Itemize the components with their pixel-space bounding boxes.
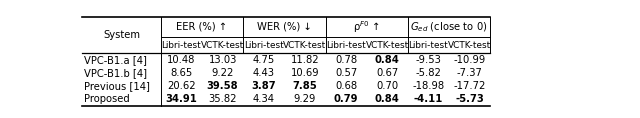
Text: 0.67: 0.67: [376, 68, 398, 78]
Text: 34.91: 34.91: [166, 94, 197, 104]
Text: Libri-test: Libri-test: [408, 41, 448, 50]
Text: -4.11: -4.11: [413, 94, 443, 104]
Text: 10.48: 10.48: [167, 55, 196, 65]
Text: 3.87: 3.87: [252, 81, 276, 91]
Text: 0.68: 0.68: [335, 81, 357, 91]
Text: 0.79: 0.79: [334, 94, 358, 104]
Text: ρ$^{F0}$ ↑: ρ$^{F0}$ ↑: [353, 19, 380, 35]
Text: 4.43: 4.43: [253, 68, 275, 78]
Text: 11.82: 11.82: [291, 55, 319, 65]
Text: EER (%) ↑: EER (%) ↑: [177, 22, 228, 32]
Text: 39.58: 39.58: [207, 81, 239, 91]
Text: 10.69: 10.69: [291, 68, 319, 78]
Text: 0.84: 0.84: [375, 55, 400, 65]
Text: VPC-B1.b [4]: VPC-B1.b [4]: [84, 68, 147, 78]
Text: 4.75: 4.75: [253, 55, 275, 65]
Text: Libri-test: Libri-test: [244, 41, 284, 50]
Text: 20.62: 20.62: [167, 81, 196, 91]
Text: 7.85: 7.85: [292, 81, 317, 91]
Text: 9.29: 9.29: [294, 94, 316, 104]
Text: WER (%) ↓: WER (%) ↓: [257, 22, 312, 32]
Text: -5.73: -5.73: [455, 94, 484, 104]
Text: VCTK-test: VCTK-test: [201, 41, 244, 50]
Text: Proposed: Proposed: [84, 94, 130, 104]
Text: 0.70: 0.70: [376, 81, 398, 91]
Text: Libri-test: Libri-test: [161, 41, 202, 50]
Text: -5.82: -5.82: [415, 68, 442, 78]
Text: -9.53: -9.53: [415, 55, 442, 65]
Text: 8.65: 8.65: [170, 68, 193, 78]
Text: 35.82: 35.82: [209, 94, 237, 104]
Text: 13.03: 13.03: [209, 55, 237, 65]
Text: -17.72: -17.72: [453, 81, 486, 91]
Text: -10.99: -10.99: [454, 55, 486, 65]
Text: Previous [14]: Previous [14]: [84, 81, 150, 91]
Text: 9.22: 9.22: [211, 68, 234, 78]
Text: VCTK-test: VCTK-test: [284, 41, 326, 50]
Text: VCTK-test: VCTK-test: [448, 41, 492, 50]
Text: -7.37: -7.37: [457, 68, 483, 78]
Text: 0.78: 0.78: [335, 55, 357, 65]
Text: System: System: [103, 30, 140, 40]
Text: $G_{ed}$ (close to 0): $G_{ed}$ (close to 0): [410, 20, 488, 34]
Text: 0.57: 0.57: [335, 68, 357, 78]
Text: 4.34: 4.34: [253, 94, 275, 104]
Text: -18.98: -18.98: [412, 81, 445, 91]
Text: VCTK-test: VCTK-test: [365, 41, 409, 50]
Text: Libri-test: Libri-test: [326, 41, 366, 50]
Text: 0.84: 0.84: [375, 94, 400, 104]
Text: VPC-B1.a [4]: VPC-B1.a [4]: [84, 55, 147, 65]
